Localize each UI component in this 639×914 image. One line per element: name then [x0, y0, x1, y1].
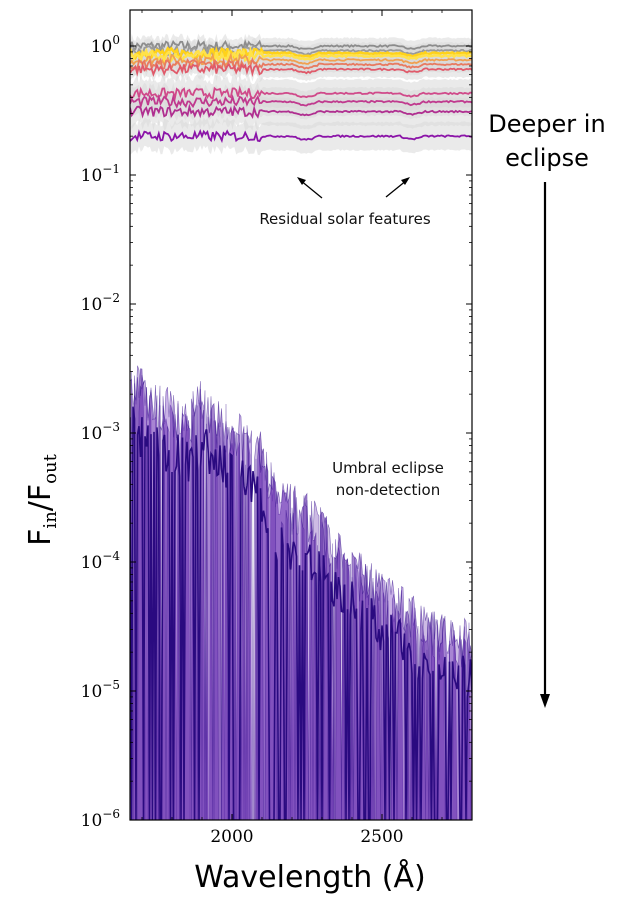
partial-eclipse-series-group: [130, 39, 472, 144]
y-tick-exponent: −2: [102, 291, 120, 305]
y-axis-title-sub-out: out: [40, 453, 61, 483]
y-tick-base: 10: [81, 295, 103, 315]
y-tick-label: 10−3: [81, 420, 120, 444]
uncertainty-band: [130, 117, 472, 156]
y-tick-exponent: −6: [102, 807, 120, 821]
series-line: [130, 103, 472, 119]
umbral-label-line2: non-detection: [336, 481, 440, 499]
plot-frame: [129, 9, 473, 821]
deeper-label-line1: Deeper in: [488, 110, 605, 138]
series-line: [130, 39, 472, 54]
y-axis-title: Fin/Fout: [23, 453, 61, 545]
series-line: [130, 57, 472, 73]
deeper-arrow-icon: [540, 182, 550, 708]
series-line: [130, 46, 472, 61]
residual-arrow-left-icon: [297, 177, 323, 199]
x-tick-label: 2000: [210, 827, 253, 847]
y-axis-title-sub-in: in: [40, 511, 61, 529]
series-line: [130, 129, 472, 144]
x-tick-label: 2500: [360, 827, 403, 847]
y-tick-label: 10−1: [81, 162, 120, 186]
umbral-label-line1: Umbral eclipse: [332, 459, 444, 477]
umbral-eclipse-group: [130, 365, 472, 820]
deeper-label-line2: eclipse: [505, 144, 589, 172]
y-tick-base: 10: [81, 166, 103, 186]
y-tick-exponent: −4: [102, 549, 120, 563]
y-tick-label: 10−5: [81, 678, 120, 702]
y-tick-exponent: −5: [102, 678, 120, 692]
y-tick-label: 100: [91, 33, 120, 57]
y-tick-base: 10: [81, 553, 103, 573]
series-line: [130, 85, 472, 101]
series-line: [130, 45, 472, 65]
y-tick-label: 10−6: [81, 807, 120, 831]
residual-arrow-right-icon: [385, 177, 410, 198]
y-tick-exponent: −1: [102, 162, 120, 176]
y-axis-title-sep: /F: [23, 484, 58, 511]
series-line: [130, 93, 472, 110]
x-axis-title: Wavelength (Å): [194, 859, 425, 895]
y-tick-exponent: −3: [102, 420, 120, 434]
y-tick-exponent: 0: [112, 33, 120, 47]
y-tick-base: 10: [81, 682, 103, 702]
umbral-median-line: [130, 406, 472, 820]
series-line: [130, 61, 472, 78]
residual-features-label: Residual solar features: [259, 210, 431, 228]
y-tick-label: 10−2: [81, 291, 120, 315]
y-tick-base: 10: [91, 37, 113, 57]
y-axis-title-f: F: [23, 529, 58, 546]
y-tick-base: 10: [81, 811, 103, 831]
y-tick-base: 10: [81, 424, 103, 444]
y-tick-label: 10−4: [81, 549, 121, 573]
